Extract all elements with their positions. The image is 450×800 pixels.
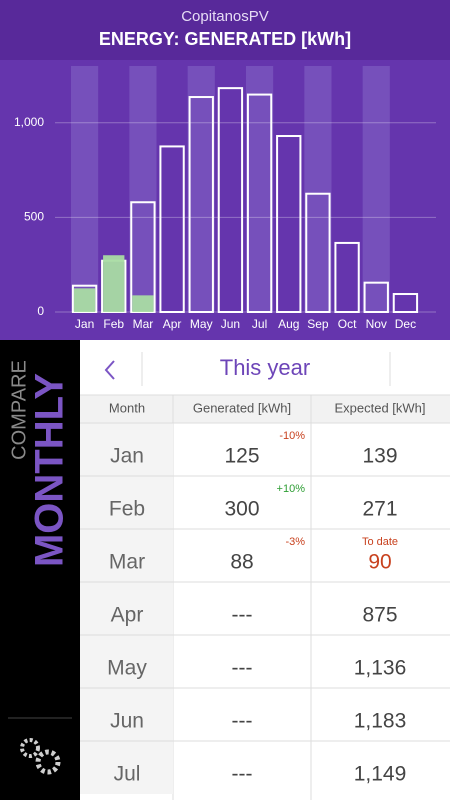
generated: ---	[232, 763, 253, 786]
month: Feb	[109, 498, 145, 521]
month: Mar	[109, 551, 145, 574]
x-tick-label: May	[190, 317, 213, 331]
x-tick-label: Nov	[366, 317, 387, 331]
month-cell	[80, 582, 173, 635]
header-bar	[0, 0, 450, 60]
change: +10%	[277, 483, 306, 495]
column-band	[71, 66, 99, 312]
generated: ---	[232, 657, 253, 680]
back-button[interactable]	[104, 360, 115, 380]
column-title: Generated [kWh]	[193, 400, 291, 415]
month: May	[107, 657, 147, 680]
x-tick-label: Mar	[133, 317, 154, 331]
generated-bar	[132, 295, 154, 312]
x-tick-label: Aug	[278, 317, 299, 331]
expected: 139	[362, 445, 397, 468]
column-title: Expected [kWh]	[334, 400, 425, 415]
sidebar	[0, 340, 80, 800]
expected-bar	[334, 241, 360, 313]
generated: ---	[232, 604, 253, 627]
y-tick-label: 500	[24, 210, 44, 224]
month-cell	[80, 529, 173, 582]
expected-bar	[305, 192, 331, 314]
expected: 90	[368, 551, 391, 574]
column-band	[246, 66, 274, 312]
expected: 271	[362, 498, 397, 521]
generated: 300	[224, 498, 259, 521]
expected: 1,183	[354, 710, 407, 733]
compare-label[interactable]: COMPARE	[8, 360, 30, 460]
expected: 1,149	[354, 763, 407, 786]
month-cell	[80, 741, 173, 794]
x-tick-label: Dec	[395, 317, 416, 331]
screen-title: ENERGY: GENERATED [kWh]	[99, 29, 351, 49]
column-band	[362, 66, 390, 312]
month: Jul	[114, 763, 141, 786]
y-tick-label: 1,000	[14, 115, 44, 129]
month-cell	[80, 423, 173, 476]
x-tick-label: Jan	[75, 317, 94, 331]
generated: ---	[232, 710, 253, 733]
column-band	[129, 66, 157, 312]
column-band	[187, 66, 215, 312]
settings-icon[interactable]	[20, 738, 61, 775]
x-tick-label: Oct	[338, 317, 357, 331]
generated-bar	[73, 288, 96, 312]
month: Jan	[110, 445, 144, 468]
month-cell	[80, 476, 173, 529]
column-header	[80, 395, 450, 423]
expected-bar	[363, 281, 389, 313]
y-tick-label: 0	[37, 304, 44, 318]
expected-bar	[217, 87, 244, 313]
generated: 125	[224, 445, 259, 468]
column-title: Month	[109, 400, 145, 415]
expected-bar	[392, 293, 419, 313]
x-tick-label: Apr	[163, 317, 182, 331]
change: -3%	[285, 536, 305, 548]
generated-bar	[103, 255, 125, 312]
expected-bar	[159, 145, 185, 313]
generated: 88	[230, 551, 253, 574]
month: Jun	[110, 710, 144, 733]
expected: 875	[362, 604, 397, 627]
column-band	[304, 66, 332, 312]
month: Apr	[111, 604, 144, 627]
x-tick-label: Jun	[221, 317, 240, 331]
note: To date	[362, 536, 398, 548]
month-cell	[80, 688, 173, 741]
x-tick-label: Jul	[252, 317, 267, 331]
month-cell	[80, 635, 173, 688]
x-tick-label: Sep	[307, 317, 329, 331]
period-label[interactable]: This year	[220, 355, 310, 380]
expected-bar	[188, 96, 214, 313]
change: -10%	[279, 430, 305, 442]
expected-bar	[246, 93, 273, 313]
expected: 1,136	[354, 657, 407, 680]
mode-label[interactable]: MONTHLY	[28, 373, 72, 567]
expected-bar	[276, 135, 302, 313]
app-name: CopitanosPV	[181, 8, 269, 25]
x-tick-label: Feb	[103, 317, 124, 331]
